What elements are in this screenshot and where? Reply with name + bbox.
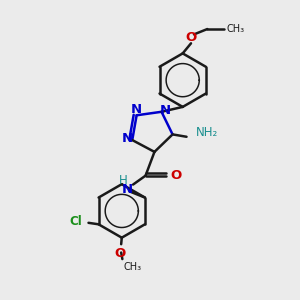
Text: O: O [115, 247, 126, 260]
Text: N: N [160, 104, 171, 117]
Text: CH₃: CH₃ [123, 262, 141, 272]
Text: NH₂: NH₂ [195, 125, 218, 139]
Text: CH₃: CH₃ [226, 24, 244, 34]
Text: N: N [121, 132, 133, 145]
Text: N: N [122, 182, 133, 196]
Text: H: H [119, 174, 128, 187]
Text: O: O [170, 169, 182, 182]
Text: O: O [185, 32, 197, 44]
Text: Cl: Cl [69, 215, 82, 228]
Text: N: N [130, 103, 142, 116]
